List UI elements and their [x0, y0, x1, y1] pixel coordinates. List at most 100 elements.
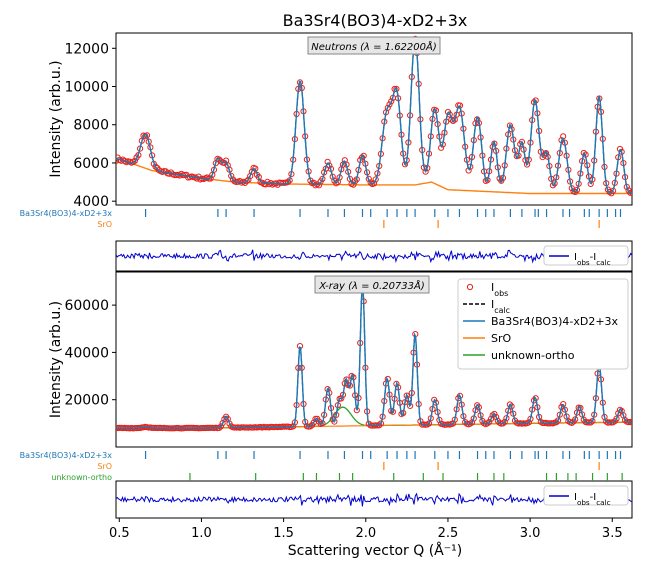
legend-label: Iobs	[491, 281, 508, 298]
x-axis-label: Scattering vector Q (Å⁻¹)	[288, 542, 462, 559]
tick-row: SrO	[97, 462, 600, 471]
obs-point	[506, 122, 513, 129]
y-tick-label: 60000	[64, 298, 109, 314]
series-line-main-phase	[116, 38, 632, 195]
obs-point	[553, 419, 560, 426]
obs-point	[487, 415, 495, 422]
obs-point	[131, 157, 138, 164]
diff-frame-xray	[115, 480, 633, 519]
legend-label: unknown-ortho	[491, 349, 575, 362]
diff-legend: Iobs-Icalc	[543, 245, 629, 267]
obs-point	[367, 179, 374, 186]
annotation-text: Neutrons (λ = 1.62200Å)	[311, 40, 437, 53]
y-tick-label: 4000	[73, 194, 109, 210]
x-tick-label: 3.0	[520, 526, 541, 541]
obs-point	[243, 178, 250, 185]
diff-legend-label: Iobs-Icalc	[574, 492, 611, 507]
obs-point	[236, 177, 243, 185]
annotation-text: X-ray (λ = 0.20733Å)	[318, 279, 425, 292]
legend-marker-obs	[466, 283, 474, 291]
obs-point	[596, 95, 603, 102]
obs-point	[501, 418, 508, 426]
panel-annotation: X-ray (λ = 0.20733Å)	[314, 275, 430, 294]
obs-point	[573, 186, 581, 194]
legend-label: Ba3Sr4(BO3)4-xD2+3x	[491, 315, 619, 328]
obs-point	[350, 181, 357, 188]
plot-frame-neutron	[115, 32, 633, 206]
obs-point	[503, 415, 510, 422]
obs-point	[425, 420, 433, 427]
diff-legend-label: Iobs-Icalc	[574, 252, 611, 267]
obs-point	[315, 182, 323, 189]
tick-row-label: Ba3Sr4(BO3)4-xD2+3x	[20, 451, 113, 460]
obs-point	[393, 85, 400, 93]
diff-legend-box	[543, 485, 629, 506]
y-tick-label: 12000	[64, 41, 109, 57]
x-tick-label: 2.0	[355, 526, 376, 541]
x-tick-label: 1.0	[191, 526, 212, 541]
x-tick-label: 2.5	[438, 526, 459, 541]
obs-point	[386, 101, 393, 108]
series-line-main-phase	[116, 283, 632, 429]
obs-point	[518, 138, 526, 145]
figure-title: Ba3Sr4(BO3)4-xD2+3x	[283, 11, 468, 30]
obs-point	[152, 163, 159, 170]
legend-box	[457, 278, 629, 370]
obs-point	[296, 79, 304, 86]
obs-point	[613, 415, 620, 422]
y-axis-label: Intensity (arb.u.)	[48, 301, 64, 418]
obs-point	[217, 423, 224, 430]
diff-frame-neutron	[115, 240, 633, 272]
obs-point	[572, 188, 579, 196]
y-tick-label: 40000	[64, 345, 109, 361]
obs-point	[407, 402, 414, 409]
annotation-box	[307, 36, 441, 55]
tick-row: unknown-ortho	[51, 473, 623, 482]
plot-area-xray	[116, 280, 632, 432]
tick-row: SrO	[97, 220, 600, 229]
diff-legend: Iobs-Icalc	[543, 485, 629, 507]
obs-point	[333, 180, 340, 187]
x-tick-label: 0.5	[109, 526, 130, 541]
x-tick-label: 3.5	[602, 526, 623, 541]
obs-point	[589, 418, 596, 425]
tick-row-label: SrO	[97, 462, 112, 471]
obs-point	[525, 419, 532, 426]
y-tick-label: 8000	[73, 118, 109, 134]
y-tick-label: 20000	[64, 393, 109, 409]
tick-row: Ba3Sr4(BO3)4-xD2+3x	[20, 209, 622, 218]
series-line-icalc	[116, 38, 632, 194]
obs-point	[422, 168, 429, 175]
obs-point	[372, 176, 379, 183]
obs-point	[403, 392, 410, 399]
obs-point	[284, 178, 292, 185]
obs-point	[491, 410, 498, 418]
obs-point	[228, 172, 235, 179]
diff-legend-box	[543, 245, 629, 266]
obs-point	[245, 176, 252, 183]
tick-row-label: Ba3Sr4(BO3)4-xD2+3x	[20, 209, 113, 218]
panel-annotation: Neutrons (λ = 1.62200Å)	[307, 36, 441, 55]
obs-point	[450, 117, 457, 125]
tick-row-label: SrO	[97, 220, 112, 229]
obs-point	[248, 168, 255, 175]
x-tick-label: 1.5	[273, 526, 294, 541]
obs-point	[493, 413, 500, 421]
tick-row: Ba3Sr4(BO3)4-xD2+3x	[20, 451, 622, 460]
legend-label: SrO	[491, 332, 512, 345]
obs-point	[450, 420, 457, 427]
plot-area-neutron	[116, 35, 632, 197]
obs-point	[377, 420, 384, 427]
plot-frame-xray	[115, 271, 633, 448]
obs-point	[542, 150, 550, 157]
obs-point	[506, 401, 513, 408]
obs-point	[554, 417, 562, 424]
obs-point	[384, 104, 391, 111]
obs-point	[484, 177, 491, 184]
obs-point	[331, 418, 338, 425]
